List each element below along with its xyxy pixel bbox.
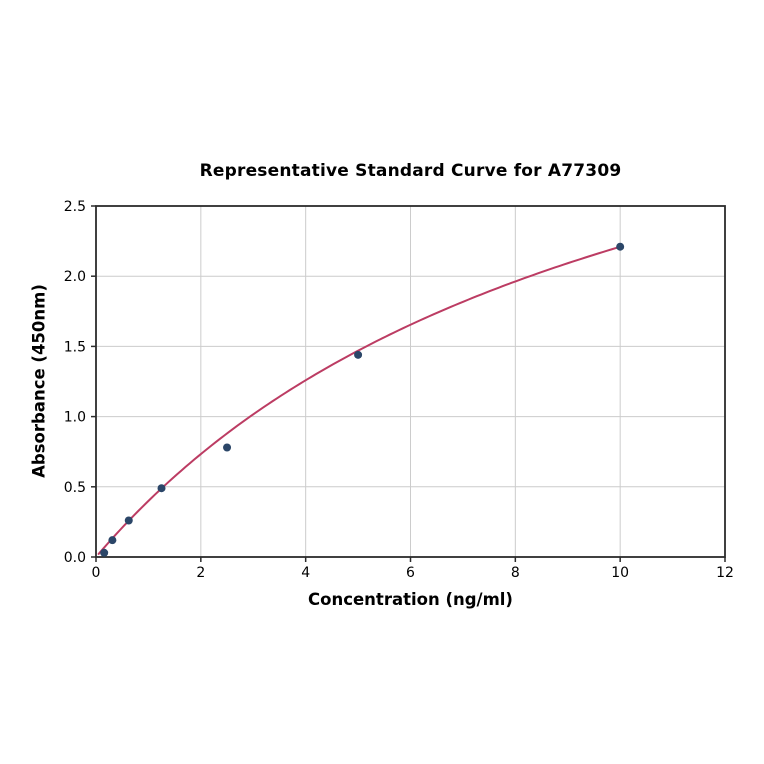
y-tick-label: 0.5 — [64, 480, 86, 496]
x-tick-label: 2 — [196, 565, 205, 581]
x-tick-label: 10 — [611, 565, 629, 581]
data-point — [223, 443, 232, 452]
data-point — [124, 516, 133, 525]
y-tick-label: 0.0 — [64, 550, 86, 566]
data-point — [108, 536, 117, 545]
x-tick-label: 6 — [406, 565, 415, 581]
y-tick-label: 2.0 — [64, 269, 86, 285]
x-tick-label: 0 — [92, 565, 101, 581]
x-axis-label: Concentration (ng/ml) — [308, 590, 513, 609]
x-tick-label: 4 — [301, 565, 310, 581]
chart-title: Representative Standard Curve for A77309 — [199, 161, 622, 181]
x-tick-label: 8 — [511, 565, 520, 581]
data-point — [354, 350, 363, 359]
y-tick-label: 1.0 — [64, 410, 86, 426]
y-tick-label: 1.5 — [64, 339, 86, 355]
fit-curve — [97, 245, 622, 555]
x-tick-label: 12 — [716, 565, 734, 581]
data-point — [616, 242, 625, 251]
y-tick-label: 2.5 — [64, 199, 86, 215]
data-point — [100, 548, 109, 557]
y-axis-label: Absorbance (450nm) — [29, 284, 49, 478]
data-point — [157, 484, 166, 493]
